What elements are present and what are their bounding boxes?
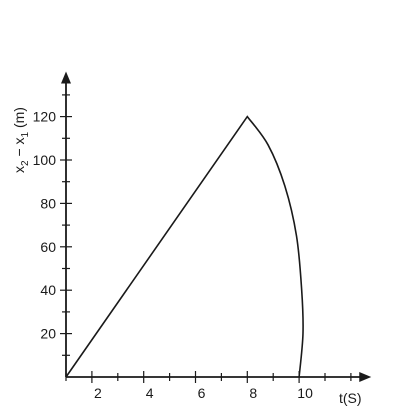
y-tick-label: 80 xyxy=(40,195,56,211)
y-tick-label: 60 xyxy=(40,239,56,255)
axes xyxy=(61,71,372,382)
x-tick-label: 6 xyxy=(198,385,206,401)
x-axis-arrow xyxy=(359,372,372,382)
y-axis-label-part: (m) xyxy=(11,107,27,132)
y-tick-label: 100 xyxy=(33,152,57,168)
x-tick-label: 4 xyxy=(146,385,154,401)
y-axis-label-part: − x xyxy=(11,137,27,160)
y-tick-label: 40 xyxy=(40,282,56,298)
x-tick-label: 2 xyxy=(94,385,102,401)
y-axis-label-part: 1 xyxy=(20,131,31,137)
series-line xyxy=(65,115,304,378)
x-tick-label: 8 xyxy=(249,385,257,401)
y-tick-label: 120 xyxy=(33,109,57,125)
x-axis-label: t(S) xyxy=(339,390,362,406)
y-axis-arrow xyxy=(61,71,71,84)
tick-labels: 2 4 6 8 10 20 40 60 80 100 120 xyxy=(33,109,313,401)
ticks xyxy=(60,94,352,383)
y-axis-label: x2 − x1 (m) xyxy=(11,107,31,173)
y-axis-label-part: 2 xyxy=(20,160,31,166)
y-tick-label: 20 xyxy=(40,326,56,342)
x-tick-label: 10 xyxy=(297,385,313,401)
y-axis-label-part: x xyxy=(11,166,27,173)
